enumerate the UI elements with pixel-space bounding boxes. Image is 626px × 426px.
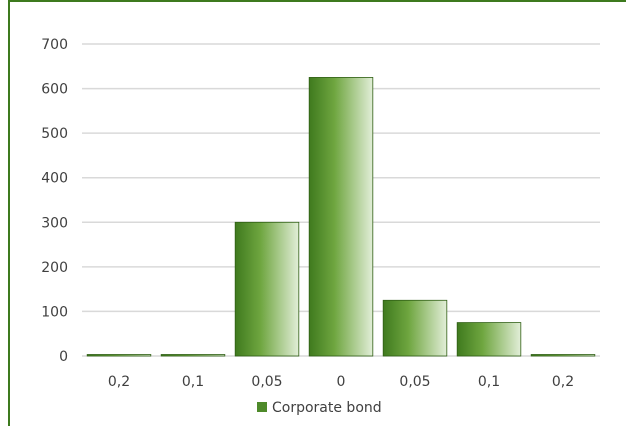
y-tick-label: 400 <box>41 171 68 187</box>
y-tick-label: 500 <box>41 126 68 142</box>
y-tick-label: 300 <box>41 215 68 231</box>
y-tick-label: 0 <box>59 349 68 365</box>
bar <box>382 299 448 357</box>
chart-frame: 0 100 200 300 400 500 600 700 0,2 0,1 0,05 0 0,05 0,… <box>8 0 626 426</box>
bar <box>86 354 152 357</box>
y-tick-label: 100 <box>41 304 68 320</box>
x-tick-label: 0,1 <box>478 374 500 390</box>
bar <box>530 354 596 357</box>
x-axis-ticks: 0,2 0,1 0,05 0 0,05 0,1 0,2 <box>108 374 574 390</box>
x-tick-label: 0,05 <box>251 374 282 390</box>
bar <box>160 354 226 357</box>
x-tick-label: 0,2 <box>552 374 574 390</box>
x-tick-label: 0,2 <box>108 374 130 390</box>
legend-label: Corporate bond <box>272 400 382 416</box>
bars <box>86 77 596 357</box>
bar <box>456 322 522 357</box>
x-tick-label: 0 <box>337 374 346 390</box>
y-tick-label: 200 <box>41 260 68 276</box>
y-axis-ticks: 0 100 200 300 400 500 600 700 <box>41 37 68 365</box>
bar <box>308 77 374 357</box>
y-tick-label: 600 <box>41 82 68 98</box>
y-tick-label: 700 <box>41 37 68 53</box>
x-tick-label: 0,05 <box>399 374 430 390</box>
x-tick-label: 0,1 <box>182 374 204 390</box>
bar <box>234 221 300 357</box>
legend: Corporate bond <box>257 400 382 416</box>
legend-swatch <box>257 402 267 412</box>
